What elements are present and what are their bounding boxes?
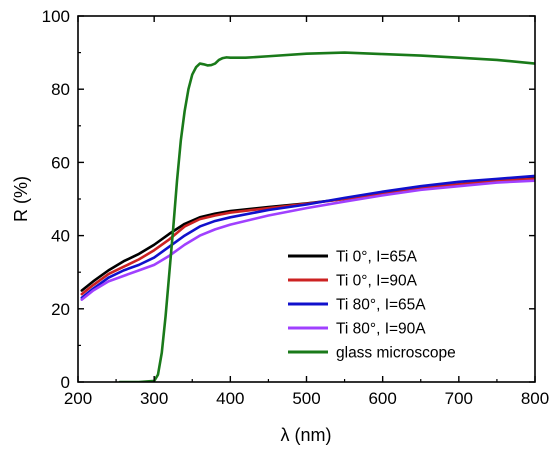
y-tick-label-0: 0	[61, 373, 70, 392]
series-line-4	[118, 51, 535, 382]
x-tick-label-0: 200	[64, 389, 92, 408]
x-tick-label-4: 600	[368, 389, 396, 408]
series-line-0	[80, 176, 535, 292]
y-tick-label-5: 100	[42, 7, 70, 26]
x-tick-label-5: 700	[445, 389, 473, 408]
x-tick-label-1: 300	[140, 389, 168, 408]
legend-label-2: Ti 80°, I=65A	[336, 297, 426, 314]
legend: Ti 0°, I=65A Ti 0°, I=90A Ti 80°, I=65A Ti …	[288, 249, 456, 362]
y-tick-label-4: 80	[51, 80, 70, 99]
x-tick-label-6: 800	[521, 389, 549, 408]
legend-label-0: Ti 0°, I=65A	[336, 249, 418, 266]
axes-layer: 200 300 400 500 600 700 800 0 20 40 60 80 100	[42, 7, 550, 408]
series-line-2	[80, 174, 535, 300]
y-axis-title: R (%)	[11, 176, 31, 222]
series-layer	[80, 51, 535, 382]
legend-label-3: Ti 80°, I=90A	[336, 321, 426, 338]
x-axis-title: λ (nm)	[281, 425, 332, 445]
y-tick-label-2: 40	[51, 227, 70, 246]
y-tick-label-3: 60	[51, 153, 70, 172]
y-tick-label-1: 20	[51, 300, 70, 319]
legend-label-4: glass microscope	[336, 345, 456, 362]
x-tick-label-2: 400	[216, 389, 244, 408]
legend-label-1: Ti 0°, I=90A	[336, 273, 418, 290]
x-tick-label-3: 500	[292, 389, 320, 408]
series-line-1	[80, 177, 535, 296]
series-line-3	[80, 179, 535, 301]
